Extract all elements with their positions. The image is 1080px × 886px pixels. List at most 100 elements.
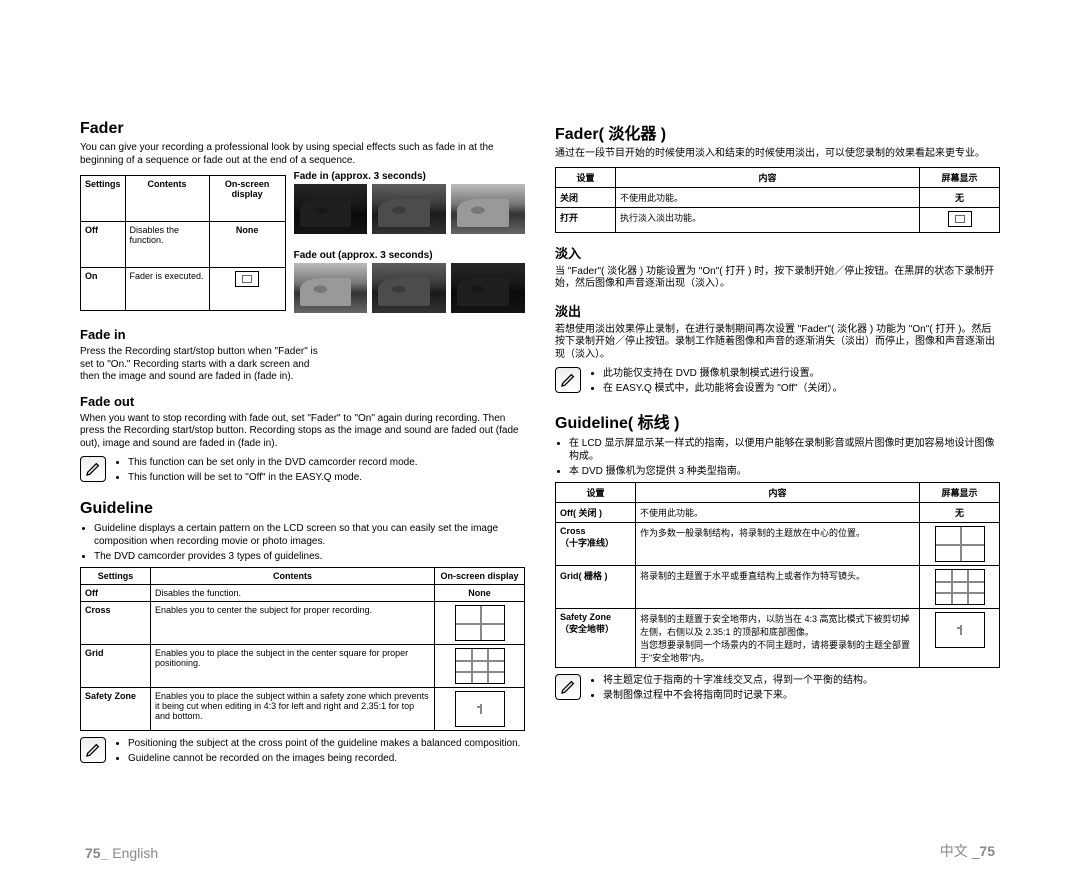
- cell: Cross: [81, 602, 151, 645]
- guideline-title-cn: Guideline( 标线 ): [555, 409, 1000, 433]
- note-item: 录制图像过程中不会将指南同时记录下来。: [603, 689, 873, 702]
- cell-icon: [920, 207, 1000, 232]
- fade-in-strip: [294, 184, 525, 234]
- note-icon: [80, 456, 106, 482]
- note-list: Positioning the subject at the cross poi…: [114, 737, 520, 767]
- th: 设置: [556, 167, 616, 187]
- th: On-screen display: [435, 568, 525, 585]
- fader-table-cn: 设置 内容 屏幕显示 关闭 不使用此功能。 无 打开 执行淡入淡出功能。: [555, 167, 1000, 233]
- fade-in-heading: Fade in: [80, 327, 525, 342]
- cell: Enables you to place the subject within …: [151, 688, 435, 731]
- fade-photos-block: Fade in (approx. 3 seconds) Fade out (ap…: [294, 171, 525, 317]
- note: 此功能仅支持在 DVD 摄像机录制模式进行设置。 在 EASY.Q 模式中，此功…: [555, 367, 1000, 397]
- page: Fader You can give your recording a prof…: [80, 120, 1000, 767]
- page-footer-right: 中文 _75: [940, 841, 995, 861]
- fade-out-heading: Fade out: [80, 394, 525, 409]
- note-item: Positioning the subject at the cross poi…: [128, 737, 520, 750]
- cell: Cross （十字准线）: [556, 523, 636, 566]
- cell: Off( 关闭 ): [556, 503, 636, 523]
- cell: Fader is executed.: [125, 268, 209, 311]
- cell: Disables the function.: [151, 585, 435, 602]
- photo: [294, 263, 368, 313]
- cell-icon: [435, 602, 525, 645]
- cell: Off: [81, 222, 126, 268]
- th: 内容: [616, 167, 920, 187]
- cell-icon: [209, 268, 285, 311]
- note-item: Guideline cannot be recorded on the imag…: [128, 752, 520, 765]
- th: 设置: [556, 483, 636, 503]
- cell: Grid: [81, 645, 151, 688]
- fade-in-label: Fade in (approx. 3 seconds): [294, 171, 525, 182]
- th: Contents: [151, 568, 435, 585]
- fade-in-heading-cn: 淡入: [555, 243, 1000, 262]
- fade-out-text: When you want to stop recording with fad…: [80, 413, 525, 451]
- note-item: This function will be set to "Off" in th…: [128, 471, 418, 484]
- cell: 无: [920, 503, 1000, 523]
- cell: 作为多数一般录制结构，将录制的主题放在中心的位置。: [636, 523, 920, 566]
- cell: 不使用此功能。: [616, 187, 920, 207]
- cell: None: [209, 222, 285, 268]
- note-list: 将主题定位于指南的十字准线交叉点，得到一个平衡的结构。 录制图像过程中不会将指南…: [589, 674, 873, 704]
- note-list: 此功能仅支持在 DVD 摄像机录制模式进行设置。 在 EASY.Q 模式中，此功…: [589, 367, 843, 397]
- list-item: 在 LCD 显示屏显示某一样式的指南，以便用户能够在录制影音或照片图像时更加容易…: [569, 437, 1000, 463]
- fader-intro: You can give your recording a profession…: [80, 142, 525, 167]
- fader-icon: [235, 271, 259, 287]
- cell-icon: [920, 609, 1000, 668]
- cell-icon: [435, 645, 525, 688]
- fader-title-cn: Fader( 淡化器 ): [555, 120, 1000, 144]
- right-column: Fader( 淡化器 ) 通过在一段节目开始的时候使用淡入和结束的时候使用淡出，…: [555, 120, 1000, 767]
- cell: 将录制的主题置于水平或垂直结构上或者作为特写镜头。: [636, 566, 920, 609]
- th: 内容: [636, 483, 920, 503]
- cell: 无: [920, 187, 1000, 207]
- cell: 将录制的主题置于安全地带内，以防当在 4:3 高宽比模式下被剪切掉左侧，右侧以及…: [636, 609, 920, 668]
- note-item: This function can be set only in the DVD…: [128, 456, 418, 469]
- cell-icon: [435, 688, 525, 731]
- cell: 执行淡入淡出功能。: [616, 207, 920, 232]
- note: This function can be set only in the DVD…: [80, 456, 525, 486]
- note-icon: [555, 367, 581, 393]
- cross-icon: [455, 605, 505, 641]
- note-list: This function can be set only in the DVD…: [114, 456, 418, 486]
- list-item: Guideline displays a certain pattern on …: [94, 522, 525, 548]
- cell: 关闭: [556, 187, 616, 207]
- th: 屏幕显示: [920, 483, 1000, 503]
- fader-icon: [948, 211, 972, 227]
- guideline-bullets-cn: 在 LCD 显示屏显示某一样式的指南，以便用户能够在录制影音或照片图像时更加容易…: [555, 437, 1000, 478]
- th-contents: Contents: [125, 176, 209, 222]
- cell: 打开: [556, 207, 616, 232]
- th: 屏幕显示: [920, 167, 1000, 187]
- grid-icon: [455, 648, 505, 684]
- page-lang: 中文 _: [940, 843, 980, 859]
- cell: Enables you to place the subject in the …: [151, 645, 435, 688]
- cell: None: [435, 585, 525, 602]
- photo: [372, 184, 446, 234]
- fade-out-strip: [294, 263, 525, 313]
- note: Positioning the subject at the cross poi…: [80, 737, 525, 767]
- fader-table: Settings Contents On-screen display Off …: [80, 175, 286, 311]
- fade-in-text-cn: 当 "Fader"( 淡化器 ) 功能设置为 "On"( 打开 ) 时，按下录制…: [555, 266, 1000, 291]
- left-column: Fader You can give your recording a prof…: [80, 120, 525, 767]
- th-settings: Settings: [81, 176, 126, 222]
- guideline-table-cn: 设置 内容 屏幕显示 Off( 关闭 ) 不使用此功能。 无 Cross （十字…: [555, 482, 1000, 668]
- cell: Enables you to center the subject for pr…: [151, 602, 435, 645]
- safety-icon: [455, 691, 505, 727]
- photo: [451, 184, 525, 234]
- guideline-bullets: Guideline displays a certain pattern on …: [80, 522, 525, 563]
- page-number: 75: [979, 843, 995, 859]
- fader-intro-cn: 通过在一段节目开始的时候使用淡入和结束的时候使用淡出，可以使您录制的效果看起来更…: [555, 148, 1000, 161]
- cell: Grid( 栅格 ): [556, 566, 636, 609]
- th: Settings: [81, 568, 151, 585]
- list-item: The DVD camcorder provides 3 types of gu…: [94, 550, 525, 563]
- photo: [451, 263, 525, 313]
- safety-icon: [935, 612, 985, 648]
- note: 将主题定位于指南的十字准线交叉点，得到一个平衡的结构。 录制图像过程中不会将指南…: [555, 674, 1000, 704]
- cell-icon: [920, 523, 1000, 566]
- note-item: 在 EASY.Q 模式中，此功能将会设置为 "Off"（关闭）。: [603, 382, 843, 395]
- note-item: 此功能仅支持在 DVD 摄像机录制模式进行设置。: [603, 367, 843, 380]
- fade-out-heading-cn: 淡出: [555, 301, 1000, 320]
- page-number: 75_: [85, 845, 108, 861]
- cell: Disables the function.: [125, 222, 209, 268]
- photo: [372, 263, 446, 313]
- fade-out-label: Fade out (approx. 3 seconds): [294, 250, 525, 261]
- cross-icon: [935, 526, 985, 562]
